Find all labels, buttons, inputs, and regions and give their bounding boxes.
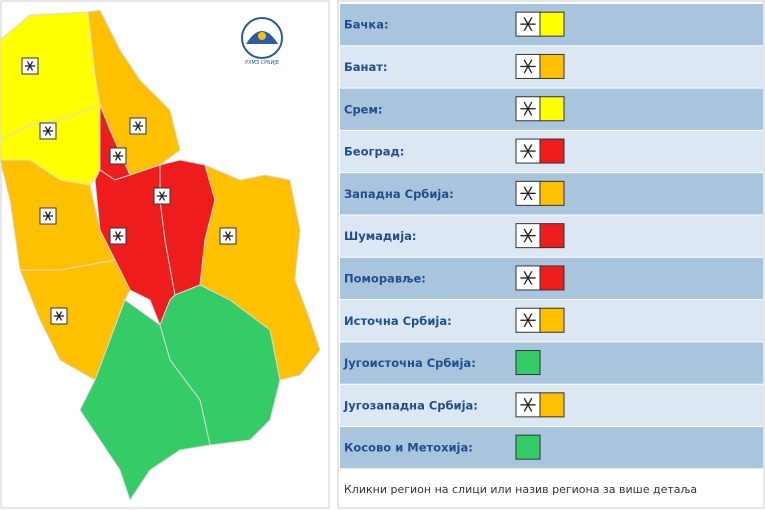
warning-level: [539, 96, 565, 122]
region-name[interactable]: Поморавље:: [344, 271, 426, 285]
table-row[interactable]: Западна Србија:: [340, 173, 763, 215]
snow-icon-box: [515, 223, 541, 249]
warning-level: [539, 180, 565, 206]
snow-icon-ray: [523, 186, 533, 201]
warning-level: [539, 138, 565, 164]
snow-icon-ray: [523, 397, 533, 412]
table-row[interactable]: Шумадија:: [340, 215, 763, 257]
snow-icon-ray: [26, 61, 34, 71]
region-name[interactable]: Бачка:: [344, 18, 389, 32]
region-name[interactable]: Источна Србија:: [344, 314, 452, 328]
warning-level: [539, 223, 565, 249]
region-name[interactable]: Банат:: [344, 60, 388, 74]
table-row[interactable]: Југоисточна Србија:: [340, 342, 763, 384]
table-row[interactable]: Банат:: [340, 46, 763, 88]
table-row[interactable]: Југозападна Србија:: [340, 384, 763, 426]
warning-level: [515, 350, 541, 376]
snow-icon-ray: [523, 144, 533, 159]
table-row[interactable]: Бачка:: [340, 4, 763, 46]
snow-icon-box: [515, 96, 541, 122]
map-region[interactable]: [199, 164, 321, 381]
region-name[interactable]: Београд:: [344, 145, 404, 159]
snow-icon-ray: [158, 191, 166, 201]
row-background: [340, 342, 763, 384]
warning-level: [539, 307, 565, 333]
map: [0, 9, 321, 502]
region-name[interactable]: Срем:: [344, 102, 382, 116]
snow-icon-box: [515, 138, 541, 164]
row-background: [340, 427, 763, 469]
table-row[interactable]: Косово и Метохија:: [340, 427, 763, 469]
snow-icon-ray: [44, 211, 52, 221]
warning-level: [539, 265, 565, 291]
snow-icon-ray: [114, 231, 122, 241]
region-name[interactable]: Косово и Метохија:: [344, 441, 473, 455]
table-row[interactable]: Источна Србија:: [340, 300, 763, 342]
snow-icon-ray: [134, 121, 142, 131]
region-name[interactable]: Југоисточна Србија:: [343, 356, 476, 370]
region-name[interactable]: Шумадија:: [344, 229, 417, 243]
warning-level: [515, 434, 541, 460]
snow-icon-ray: [55, 311, 63, 321]
snow-icon-ray: [523, 228, 533, 243]
table-row[interactable]: Срем:: [340, 88, 763, 130]
logo-text: РХМЗ СРБИЈЕ: [245, 60, 279, 66]
snow-icon-ray: [523, 101, 533, 116]
warning-level: [539, 53, 565, 79]
snow-icon-ray: [114, 151, 122, 161]
warning-level: [539, 11, 565, 37]
map-region[interactable]: [79, 299, 211, 502]
snow-icon-ray: [224, 231, 232, 241]
snow-icon-ray: [523, 17, 533, 32]
logo: РХМЗ СРБИЈЕ: [241, 17, 283, 66]
snow-icon-ray: [44, 126, 52, 136]
region-table: Бачка: Банат: Срем: Београд: Западна Србија:…: [340, 4, 763, 469]
warning-level: [539, 392, 565, 418]
logo-sun: [258, 32, 266, 40]
region-name[interactable]: Западна Србија:: [344, 187, 454, 201]
snow-icon-ray: [523, 313, 533, 328]
region-name[interactable]: Југозападна Србија:: [343, 398, 478, 412]
footer-text: Кликни регион на слици или назив региона…: [344, 483, 697, 496]
table-row[interactable]: Поморавље:: [340, 257, 763, 300]
snow-icon-ray: [523, 59, 533, 74]
table-row[interactable]: Београд:: [340, 130, 763, 173]
snow-icon-ray: [523, 270, 533, 285]
